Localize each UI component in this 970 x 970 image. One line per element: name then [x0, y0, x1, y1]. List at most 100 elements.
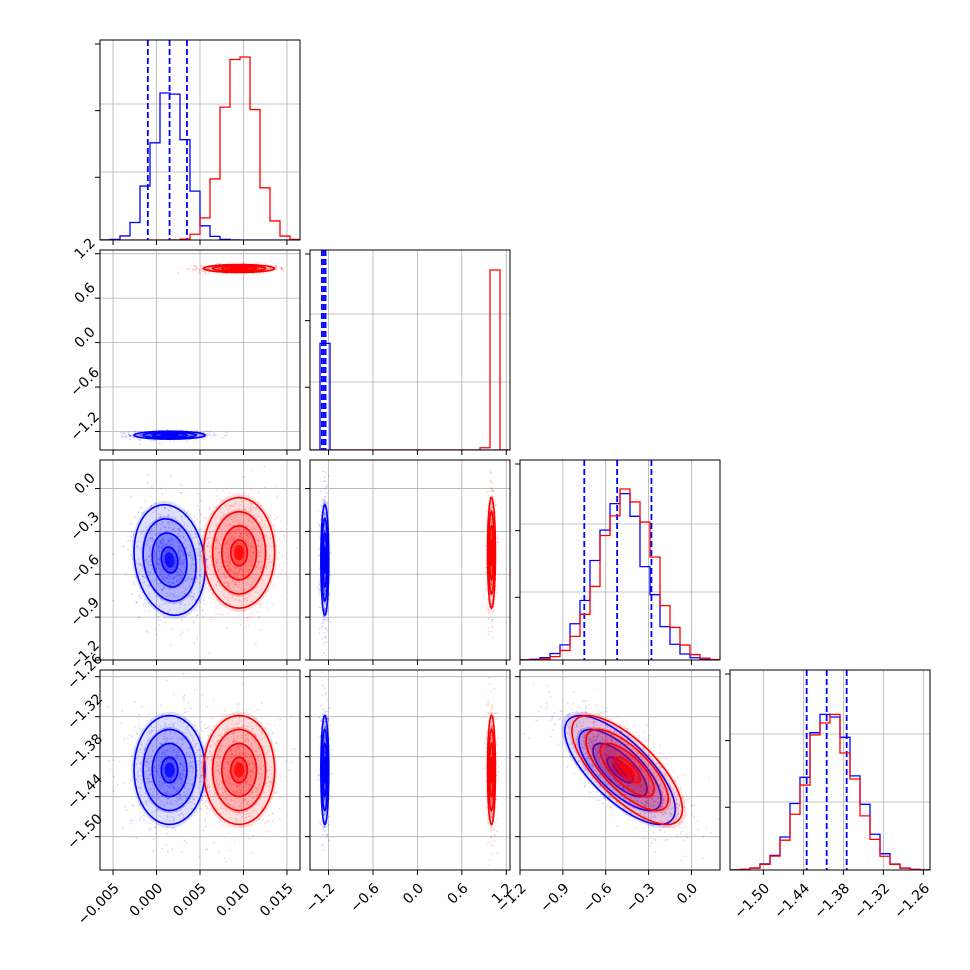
- scatter-point: [168, 521, 171, 524]
- scatter-point: [185, 710, 188, 713]
- scatter-point: [158, 796, 160, 799]
- contour-line: [160, 433, 179, 437]
- scatter-point: [265, 271, 268, 274]
- scatter-point: [176, 571, 179, 573]
- scatter-point: [260, 267, 263, 270]
- scatter-point: [197, 541, 199, 544]
- scatter-point: [191, 576, 193, 579]
- scatter-point: [192, 797, 195, 800]
- scatter-point: [144, 792, 146, 795]
- scatter-point: [486, 605, 489, 608]
- scatter-point: [199, 600, 202, 602]
- scatter-point: [155, 559, 158, 561]
- scatter-point: [320, 606, 323, 609]
- scatter-point: [194, 440, 197, 443]
- scatter-point: [329, 552, 332, 554]
- scatter-point: [179, 602, 182, 605]
- scatter-point: [208, 481, 211, 484]
- scatter-point: [175, 810, 178, 813]
- scatter-point: [112, 790, 115, 793]
- scatter-point: [174, 829, 177, 831]
- scatter-point: [132, 533, 135, 535]
- scatter-point: [189, 767, 191, 769]
- scatter-point: [169, 548, 172, 551]
- scatter-point: [179, 555, 182, 558]
- scatter-point: [188, 770, 191, 773]
- scatter-point: [155, 613, 157, 616]
- scatter-point: [179, 633, 182, 636]
- scatter-point: [161, 796, 164, 798]
- scatter-point: [158, 752, 161, 754]
- scatter-point: [236, 583, 238, 586]
- scatter-point: [232, 521, 235, 524]
- scatter-point: [491, 518, 493, 521]
- scatter-point: [212, 598, 215, 601]
- scatter-point: [140, 430, 142, 433]
- scatter-point: [130, 735, 133, 738]
- scatter-point: [323, 530, 326, 532]
- scatter-point: [258, 555, 260, 557]
- scatter-point: [250, 545, 253, 548]
- scatter-point: [286, 591, 289, 593]
- scatter-point: [249, 556, 252, 559]
- scatter-point: [266, 567, 269, 570]
- scatter-point: [175, 800, 178, 803]
- scatter-point: [497, 541, 500, 544]
- scatter-point: [227, 584, 230, 587]
- scatter-point: [136, 772, 139, 775]
- scatter-point: [226, 627, 229, 629]
- scatter-point: [166, 592, 169, 595]
- scatter-point: [163, 539, 165, 541]
- scatter-point: [136, 781, 139, 784]
- scatter-point: [187, 701, 190, 704]
- scatter-point: [167, 578, 170, 581]
- scatter-point: [325, 491, 328, 494]
- scatter-point: [494, 598, 497, 600]
- scatter-point: [228, 543, 231, 546]
- scatter-series-red: [177, 260, 300, 276]
- scatter-point: [142, 604, 145, 606]
- scatter-point: [238, 528, 241, 531]
- scatter-point: [174, 769, 177, 772]
- scatter-point: [163, 507, 166, 509]
- scatter-point: [192, 622, 195, 624]
- scatter-point: [201, 729, 204, 732]
- scatter-point: [179, 777, 182, 780]
- contour-line: [487, 510, 496, 596]
- scatter-point: [179, 535, 182, 538]
- scatter-point: [168, 581, 170, 584]
- scatter-point: [173, 722, 176, 725]
- scatter-point: [245, 625, 248, 628]
- scatter-point: [243, 573, 245, 576]
- scatter-point: [239, 532, 242, 534]
- scatter-point: [323, 502, 326, 505]
- scatter-point: [156, 809, 159, 812]
- scatter-point: [248, 520, 251, 523]
- scatter-point: [139, 727, 142, 730]
- scatter-point: [174, 563, 177, 565]
- scatter-point: [324, 471, 327, 473]
- scatter-point: [259, 607, 261, 609]
- scatter-point: [141, 567, 144, 570]
- scatter-point: [210, 545, 213, 548]
- scatter-point: [230, 532, 233, 534]
- scatter-point: [178, 553, 181, 556]
- scatter-point: [180, 602, 183, 605]
- scatter-point: [174, 791, 176, 794]
- scatter-point: [184, 604, 186, 606]
- scatter-point: [172, 582, 174, 585]
- scatter-point: [211, 564, 214, 566]
- scatter-point: [235, 532, 237, 534]
- scatter-point: [159, 742, 161, 745]
- scatter-point: [263, 465, 266, 468]
- scatter-point: [152, 540, 155, 542]
- scatter-point: [193, 265, 196, 268]
- scatter-point: [324, 602, 327, 605]
- scatter-point: [237, 586, 239, 588]
- scatter-point: [255, 508, 257, 511]
- scatter-point: [178, 775, 181, 778]
- scatter-point: [223, 573, 226, 576]
- scatter-point: [236, 560, 239, 563]
- histogram-series-red: [310, 269, 510, 450]
- scatter-point: [179, 549, 182, 551]
